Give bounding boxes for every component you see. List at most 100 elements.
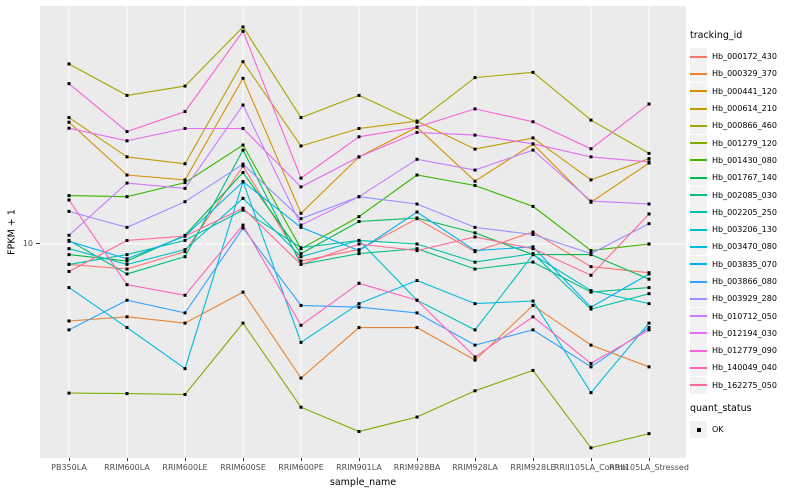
- data-point: [183, 367, 187, 371]
- data-point: [647, 302, 651, 306]
- data-point: [241, 171, 245, 175]
- data-point: [415, 279, 419, 283]
- legend-item-Hb_002085_030: Hb_002085_030: [690, 186, 798, 204]
- legend-item-Hb_000172_430: Hb_000172_430: [690, 48, 798, 66]
- data-point: [299, 211, 303, 215]
- data-point: [183, 293, 187, 297]
- legend-key: [690, 100, 707, 118]
- data-point: [299, 405, 303, 409]
- data-point: [125, 267, 129, 271]
- data-point: [589, 118, 593, 122]
- legend-line-icon: [690, 384, 707, 387]
- legend-line-icon: [690, 228, 707, 231]
- data-point: [647, 277, 651, 281]
- data-point: [125, 283, 129, 287]
- legend-item-Hb_003206_130: Hb_003206_130: [690, 221, 798, 239]
- data-point: [299, 259, 303, 263]
- data-point: [589, 391, 593, 395]
- data-point: [299, 176, 303, 180]
- data-point: [183, 178, 187, 182]
- data-point: [473, 107, 477, 111]
- legend-key: [690, 221, 707, 239]
- data-point: [67, 233, 71, 237]
- data-point: [415, 298, 419, 302]
- data-point: [299, 262, 303, 266]
- data-point: [415, 210, 419, 214]
- data-point: [473, 328, 477, 332]
- legend-item-Hb_003866_080: Hb_003866_080: [690, 273, 798, 290]
- x-tick-mark: [649, 458, 650, 461]
- x-axis-title: sample_name: [329, 477, 397, 488]
- data-point: [531, 230, 535, 234]
- data-point: [125, 195, 129, 199]
- data-point: [299, 252, 303, 256]
- data-point: [183, 186, 187, 190]
- x-tick-label-RRIM600LE: RRIM600LE: [162, 463, 208, 472]
- legend-label: Hb_002085_030: [712, 190, 777, 200]
- legend-line-icon: [690, 124, 707, 127]
- data-point: [647, 292, 651, 296]
- data-point: [241, 25, 245, 29]
- data-point: [241, 180, 245, 184]
- data-point: [299, 246, 303, 250]
- data-point: [241, 103, 245, 107]
- legend-key: [690, 169, 707, 187]
- data-point: [67, 328, 71, 332]
- data-point: [125, 130, 129, 134]
- data-point: [125, 315, 129, 319]
- quant-legend-label: OK: [712, 425, 724, 435]
- data-point: [589, 290, 593, 294]
- legend-key: [690, 203, 707, 221]
- legend-line-icon: [690, 211, 707, 214]
- legend-key: [690, 324, 707, 342]
- data-point: [241, 126, 245, 130]
- data-point: [589, 147, 593, 151]
- legend-label: Hb_003866_080: [712, 277, 777, 286]
- x-tick-label-RRII105LA_Control: RRII105LA_Control: [553, 463, 629, 472]
- legend-line-icon: [690, 297, 707, 300]
- x-tick-mark: [185, 458, 186, 461]
- data-point: [647, 160, 651, 164]
- data-point: [125, 93, 129, 97]
- data-point: [589, 343, 593, 347]
- data-point: [67, 262, 71, 266]
- data-point: [241, 76, 245, 80]
- data-point: [589, 265, 593, 269]
- data-point: [299, 116, 303, 120]
- x-tick-mark: [301, 458, 302, 461]
- data-point: [415, 157, 419, 161]
- data-point: [357, 242, 361, 246]
- data-point: [647, 286, 651, 290]
- data-point: [473, 302, 477, 306]
- x-tick-label-RRIM600PE: RRIM600PE: [278, 463, 324, 472]
- legend-line-icon: [690, 245, 707, 248]
- data-point: [589, 273, 593, 277]
- data-point: [299, 255, 303, 259]
- data-point: [183, 234, 187, 238]
- data-point: [531, 232, 535, 236]
- data-point: [415, 130, 419, 134]
- data-point: [357, 238, 361, 242]
- legend-line-icon: [690, 107, 707, 110]
- x-tick-mark: [591, 458, 592, 461]
- legend-key: [690, 82, 707, 100]
- data-point: [415, 125, 419, 129]
- legend-item-quant-ok: OK: [690, 421, 798, 439]
- data-point: [589, 178, 593, 182]
- data-point: [67, 116, 71, 120]
- data-point: [473, 235, 477, 239]
- data-point: [67, 209, 71, 213]
- data-point: [357, 93, 361, 97]
- data-point: [589, 199, 593, 203]
- square-point-icon: [696, 427, 701, 432]
- data-point: [531, 204, 535, 208]
- data-point: [67, 194, 71, 198]
- data-point: [67, 391, 71, 395]
- data-point: [357, 155, 361, 159]
- legend-line-icon: [690, 176, 707, 179]
- x-tick-mark: [359, 458, 360, 461]
- data-point: [357, 195, 361, 199]
- data-point: [125, 238, 129, 242]
- data-point: [531, 328, 535, 332]
- legend-label: Hb_012779_090: [712, 346, 777, 356]
